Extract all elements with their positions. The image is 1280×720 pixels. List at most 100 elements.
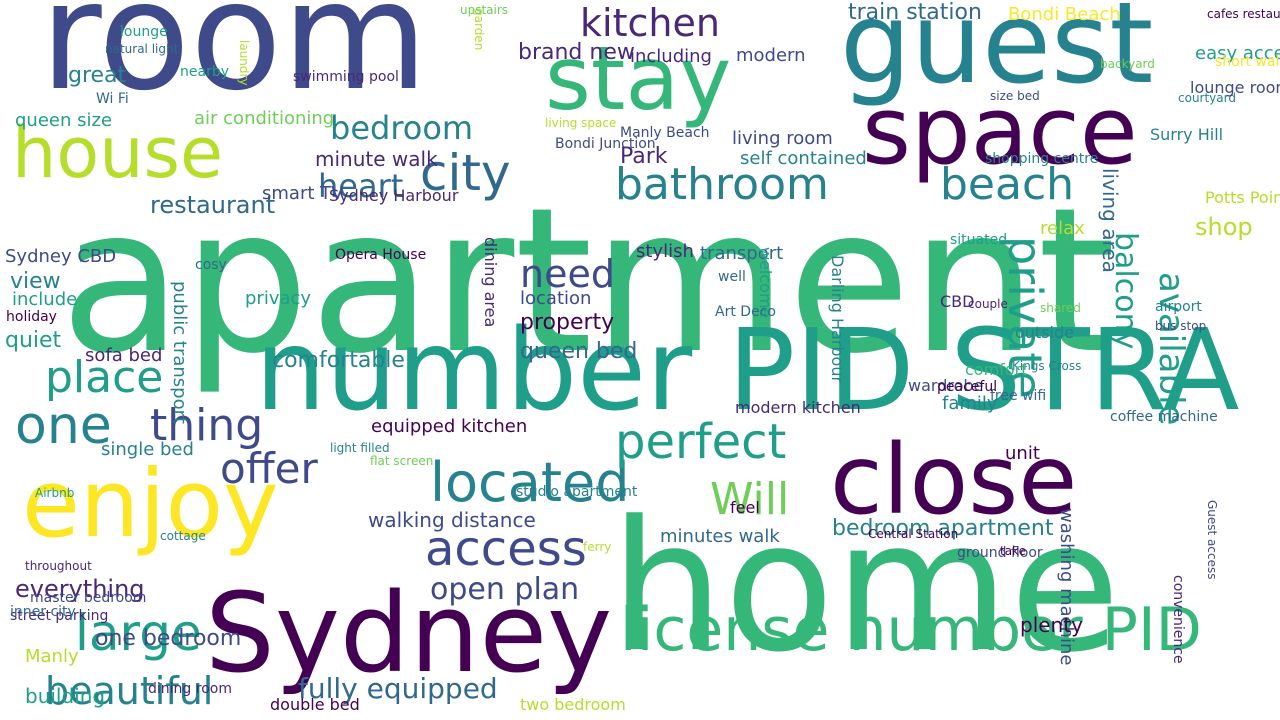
word-include: include (12, 289, 78, 310)
word-modern: modern (736, 45, 806, 66)
word-opera-house: Opera House (335, 247, 427, 263)
word-room: room (40, 0, 429, 124)
word-living-area: living area (1098, 168, 1122, 273)
word-available: available (1151, 272, 1191, 426)
word-fully-equipped: fully equipped (298, 672, 498, 705)
word-street-parking: street parking (10, 608, 109, 624)
word-location: location (520, 288, 592, 309)
word-dining-room: dining room (148, 681, 232, 697)
word-couple: couple (968, 297, 1008, 311)
word-property: property (520, 310, 615, 335)
word-washing-machine: washing machine (1056, 508, 1077, 666)
word-beach: beach (940, 159, 1075, 210)
word-living-space: living space (545, 116, 617, 130)
word-sydney-cbd: Sydney CBD (5, 246, 117, 267)
word-airport: airport (1155, 299, 1202, 315)
word-bedroom-apartment: bedroom apartment (832, 516, 1054, 541)
word-nearby: nearby (180, 64, 229, 80)
word-number-pid-stra: number PID STRA (255, 306, 1240, 436)
word-large: large (75, 604, 202, 662)
word-family: family (942, 393, 998, 414)
word-bathroom: bathroom (615, 159, 829, 210)
word-queen-size: queen size (15, 110, 113, 131)
word-darling-harbour: Darling Harbour (828, 255, 847, 384)
word-holiday: holiday (6, 309, 57, 325)
word-park: Park (620, 144, 668, 169)
word-single-bed: single bed (101, 439, 194, 460)
word-building: building (25, 684, 106, 708)
word-will: Will (710, 474, 790, 525)
word-sydney: Sydney (205, 569, 613, 697)
word-space: space (862, 77, 1138, 186)
word-wi-fi: Wi Fi (96, 91, 129, 107)
word-laundry: laundry (237, 40, 251, 86)
word-take: take (1000, 544, 1026, 558)
word-great: great (68, 63, 127, 88)
word-minutes-walk: minutes walk (660, 526, 780, 547)
word-one-bedroom: one bedroom (95, 626, 242, 651)
word-comfort: comfort (965, 360, 1028, 379)
word-shop: shop (1195, 213, 1253, 241)
word-view: view (10, 269, 61, 294)
word-flat-screen: flat screen (370, 454, 434, 468)
word-quiet: quiet (5, 328, 62, 353)
word-brand-new: brand new (518, 40, 635, 65)
word-relax: relax (1040, 218, 1085, 239)
word-kitchen: kitchen (580, 1, 720, 45)
word-one: one (15, 396, 112, 456)
word-airbnb: Airbnb (35, 486, 75, 500)
word-shopping-centre: shopping centre (985, 151, 1099, 167)
word-manly: Manly (25, 646, 79, 667)
word-access: access (425, 521, 587, 577)
word-situated: situated (950, 232, 1008, 248)
word-two-bedroom: two bedroom (520, 695, 626, 714)
word-thing: thing (150, 400, 264, 451)
word-city: city (420, 144, 511, 202)
word-central-station: Central Station (868, 527, 959, 541)
word-air-conditioning: air conditioning (194, 108, 335, 129)
word-sydney-harbour: Sydney Harbour (329, 186, 459, 205)
word-unit: unit (1005, 443, 1040, 464)
word-wardrobe: wardrobe (908, 376, 984, 395)
word-surry-hill: Surry Hill (1150, 125, 1224, 144)
word-free-wifi: free wifi (990, 388, 1047, 404)
word-minute-walk: minute walk (315, 147, 438, 171)
word-queen-bed: queen bed (520, 339, 638, 364)
word-plenty: plenty (1020, 613, 1083, 637)
word-lounge: lounge (120, 24, 168, 40)
word-close: close (830, 424, 1078, 536)
word-equipped-kitchen: equipped kitchen (371, 416, 528, 437)
word-perfect: perfect (615, 414, 787, 470)
word-swimming-pool: swimming pool (293, 69, 399, 85)
word-studio-apartment: studio apartment (516, 484, 638, 500)
word-bondi-junction: Bondi Junction (555, 136, 656, 152)
word-master-bedroom: master bedroom (30, 590, 147, 606)
word-backyard: backyard (1100, 57, 1155, 71)
word-restaurant: restaurant (150, 191, 276, 219)
word-living-room: living room (732, 128, 833, 149)
word-manly-beach: Manly Beach (620, 125, 710, 141)
word-guest: guest (840, 0, 1154, 109)
word-outside: outside (1015, 323, 1074, 342)
word-ferry: ferry (583, 540, 612, 554)
word-inner-city: inner city (10, 604, 76, 620)
word-feel: feel (730, 498, 760, 517)
word-cafes-restaurant: cafes restaurant (1207, 7, 1280, 21)
word-beautiful: beautiful (45, 669, 214, 713)
word-walking-distance: walking distance (368, 508, 536, 532)
word-place: place (45, 352, 164, 403)
word-potts-point: Potts Point (1205, 188, 1280, 207)
word-train-station: train station (848, 0, 982, 25)
word-lounge-room: lounge room (1190, 78, 1280, 97)
word-house: house (12, 112, 224, 194)
word-cosy: cosy (195, 257, 227, 273)
word-well: well (718, 269, 746, 285)
word-upstairs: upstairs (460, 3, 509, 17)
word-double-bed: double bed (270, 695, 360, 714)
word-offer: offer (220, 444, 318, 493)
word-transport: transport (700, 243, 784, 264)
word-sofa-bed: sofa bed (85, 345, 163, 366)
word-stay: stay (545, 27, 732, 130)
word-bedroom: bedroom (330, 109, 474, 147)
